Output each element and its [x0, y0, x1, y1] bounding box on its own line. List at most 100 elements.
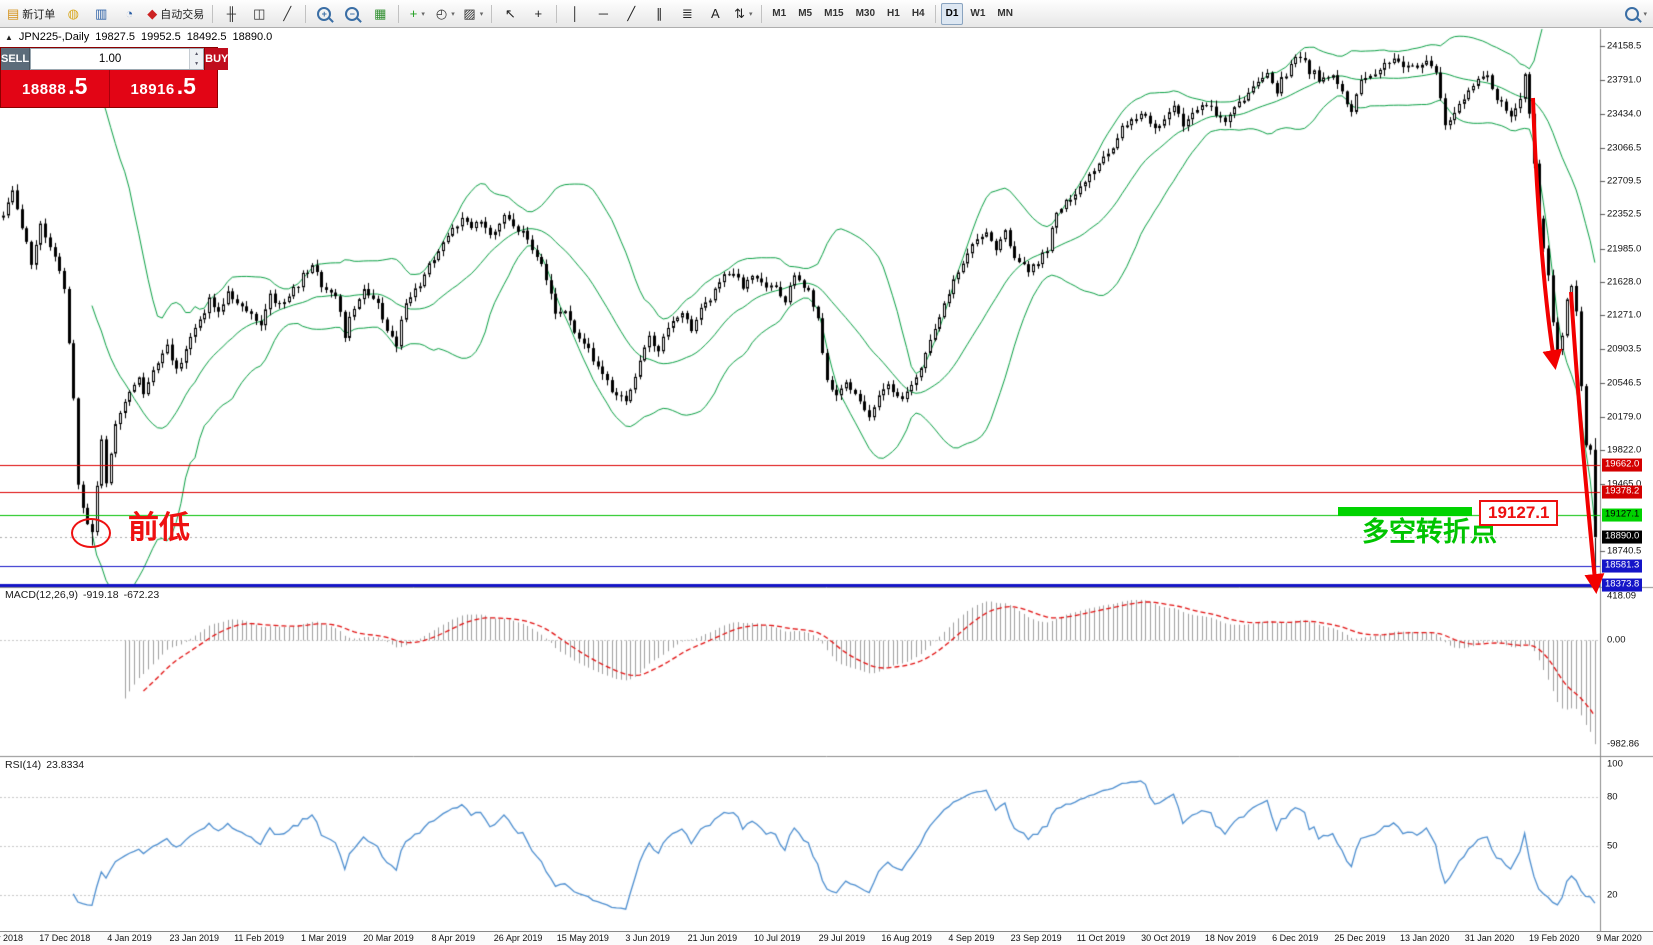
zoom-out-icon[interactable]: − — [339, 3, 365, 25]
timeframe-h1-button[interactable]: H1 — [887, 8, 900, 19]
bar-chart-icon-glyph: ╫ — [226, 6, 236, 21]
arrows-icon-dropdown[interactable]: ▾ — [748, 10, 753, 18]
arrows-icon[interactable]: ⇅ ▾ — [730, 3, 756, 25]
toolbar-separator — [491, 4, 493, 23]
date-label: 11 Feb 2019 — [234, 933, 284, 943]
toolbar-separator — [556, 4, 558, 23]
toolbar-separator — [305, 4, 307, 23]
crash-arrow-2[interactable] — [1569, 291, 1605, 594]
timeframe-h4-button[interactable]: H4 — [911, 8, 925, 19]
data-window-icon[interactable]: ◔ — [116, 3, 142, 25]
cursor-icon[interactable]: ↖ — [497, 3, 523, 25]
date-label: 31 Jan 2020 — [1464, 933, 1515, 943]
volume-up-button[interactable]: ▲ — [190, 49, 204, 59]
vertical-line-icon[interactable]: │ — [562, 3, 588, 25]
sell-price-cell[interactable]: 18888.5 — [1, 70, 110, 107]
periodicity-icon-dropdown[interactable]: ▾ — [451, 10, 455, 18]
market-watch-icon[interactable]: ◍ — [60, 3, 86, 25]
trade-panel-controls: SELL ▲ ▼ BUY — [1, 48, 229, 70]
chart-window-icon[interactable]: ▥ — [88, 3, 114, 25]
date-label: 26 Apr 2019 — [493, 933, 543, 943]
trendline-icon[interactable]: ╱ — [618, 3, 644, 25]
auto-trading-button-label: 自动交易 — [160, 8, 205, 21]
candlestick-chart-icon[interactable]: ◫ — [246, 3, 272, 25]
turning-point-text[interactable]: 多空转折点 — [1362, 517, 1497, 547]
line-chart-icon[interactable]: ╱ — [274, 3, 300, 25]
timeframe-m1-button[interactable]: M1 — [772, 8, 787, 19]
sell-button[interactable]: SELL — [1, 48, 31, 70]
rsi-scale-label: 50 — [1607, 840, 1618, 852]
crash-arrow-1[interactable] — [1531, 97, 1563, 370]
zoom-in-icon[interactable]: + — [311, 3, 337, 25]
templates-icon[interactable]: ▨ ▾ — [460, 3, 486, 25]
date-label: 6 Dec 2019 — [1272, 933, 1319, 943]
tile-windows-icon[interactable]: ▦ — [367, 3, 393, 25]
price-tick-label: 20903.5 — [1607, 343, 1642, 355]
volume-input[interactable] — [31, 49, 190, 69]
templates-icon-dropdown[interactable]: ▾ — [479, 10, 484, 18]
macd-main-value: -919.18 — [82, 589, 119, 601]
indicators-icon[interactable]: + ▾ — [404, 3, 430, 25]
volume-down-button[interactable]: ▼ — [190, 59, 204, 69]
timeframe-m15-button[interactable]: M15 — [824, 8, 844, 19]
macd-label: MACD(12,26,9) -919.18 -672.23 — [5, 589, 159, 601]
text-label-icon[interactable]: A — [702, 3, 728, 25]
crosshair-icon[interactable]: + — [525, 3, 551, 25]
chart-window-icon-glyph: ▥ — [95, 6, 108, 21]
bar-chart-icon[interactable]: ╫ — [218, 3, 244, 25]
price-integer: 18916 — [130, 81, 175, 98]
auto-trading-button[interactable]: ◆ 自动交易 — [144, 3, 207, 25]
periodicity-icon[interactable]: ◴ ▾ — [432, 3, 458, 25]
horizontal-line-icon[interactable]: ─ — [590, 3, 616, 25]
tile-windows-icon-glyph: ▦ — [374, 6, 387, 21]
timeframe-w1-button[interactable]: W1 — [970, 8, 986, 19]
buy-price-cell[interactable]: 18916.5 — [110, 70, 218, 107]
price-integer: 18888 — [22, 81, 67, 98]
price-tag[interactable]: 19127.1 — [1479, 500, 1559, 527]
search-dropdown-icon[interactable]: ▾ — [1643, 10, 1647, 18]
volume-spinner: ▲ ▼ — [189, 49, 204, 69]
timeframe-m5-button[interactable]: M5 — [798, 8, 813, 19]
date-label: 17 Dec 2018 — [39, 933, 91, 943]
date-label: 25 Dec 2019 — [1334, 933, 1386, 943]
prev-low-text[interactable]: 前低 — [128, 510, 190, 545]
toolbar-separator — [212, 4, 214, 23]
date-label: 11 Oct 2019 — [1076, 933, 1126, 943]
timeframe-d1-button[interactable]: D1 — [940, 2, 964, 25]
rsi-label: RSI(14) 23.8334 — [5, 759, 84, 771]
toolbar-search-group: ▾ — [1625, 6, 1649, 21]
price-tick-label: 23791.0 — [1607, 74, 1642, 86]
date-label: 10 Jul 2019 — [753, 933, 801, 943]
market-watch-icon-glyph: ◍ — [67, 6, 79, 21]
price-tick-label: 22352.5 — [1607, 208, 1642, 220]
price-tick-label: 23434.0 — [1607, 108, 1642, 120]
price-tick-label: 24158.5 — [1607, 40, 1642, 52]
date-label: 18 Nov 2019 — [1204, 933, 1256, 943]
equidistant-channel-icon[interactable]: ∥ — [646, 3, 672, 25]
price-tick-label: 21628.0 — [1607, 276, 1642, 288]
panel-collapse-icon[interactable]: ▲ — [5, 32, 13, 42]
timeframe-mn-button[interactable]: MN — [997, 8, 1013, 19]
rsi-value: 23.8334 — [46, 759, 85, 771]
prev-low-circle[interactable] — [71, 518, 111, 548]
price-highlight-label: 19127.1 — [1602, 508, 1643, 522]
search-icon[interactable] — [1625, 6, 1640, 21]
price-highlight-label: 18581.3 — [1602, 559, 1643, 573]
indicators-icon-dropdown[interactable]: ▾ — [421, 10, 425, 18]
buy-button[interactable]: BUY — [204, 48, 229, 70]
chart-symbol-label: JPN225-,Daily — [18, 31, 90, 43]
date-label: 9 Mar 2020 — [1596, 933, 1642, 943]
price-tick-label: 19465.0 — [1607, 478, 1642, 490]
zoom-in-icon-glyph: + — [317, 6, 332, 21]
new-order-button[interactable]: ▤ 新订单 — [4, 3, 58, 25]
turning-point-highlight-bar[interactable] — [1338, 507, 1472, 516]
rsi-scale-label: 20 — [1607, 889, 1618, 901]
macd-signal-value: -672.23 — [123, 589, 160, 601]
fibonacci-icon[interactable]: ≣ — [674, 3, 700, 25]
vertical-line-icon-glyph: │ — [571, 6, 580, 21]
price-tick-label: 18740.5 — [1607, 545, 1642, 557]
date-label: 4 Sep 2019 — [948, 933, 995, 943]
timeframe-m30-button[interactable]: M30 — [855, 8, 876, 19]
